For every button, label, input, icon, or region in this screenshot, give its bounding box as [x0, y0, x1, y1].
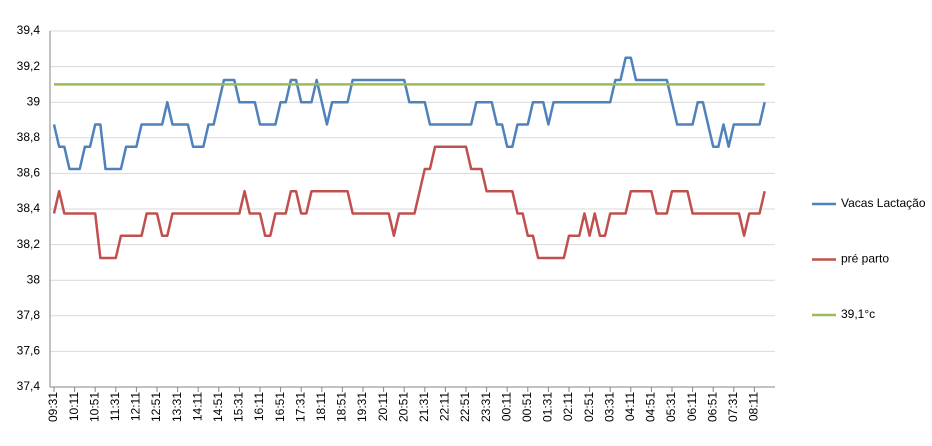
x-tick-label: 22:11: [438, 392, 452, 421]
series-line: [52, 145, 766, 260]
x-tick-label: 05:31: [664, 392, 678, 422]
x-tick-label: 21:31: [417, 392, 431, 422]
x-tick-label: 04:51: [644, 392, 658, 422]
x-tick-label: 12:11: [129, 392, 143, 421]
x-tick-label: 12:51: [149, 392, 163, 422]
y-tick-label: 37,8: [17, 308, 41, 322]
x-tick-label: 09:31: [46, 392, 60, 422]
x-tick-label: 13:31: [170, 392, 184, 422]
x-tick-label: 16:11: [252, 392, 266, 421]
x-tick-label: 07:31: [726, 392, 740, 422]
x-tick-label: 02:51: [582, 392, 596, 422]
x-tick-label: 18:51: [335, 392, 349, 422]
x-tick-label: 06:51: [705, 392, 719, 422]
x-tick-label: 18:11: [314, 392, 328, 421]
y-tick-label: 38: [27, 272, 41, 286]
x-tick-label: 14:11: [190, 392, 204, 421]
series-line: [52, 56, 766, 171]
x-tick-label: 23:31: [479, 392, 493, 422]
x-tick-label: 10:11: [67, 392, 81, 421]
x-tick-label: 03:31: [602, 392, 616, 422]
y-tick-label: 38,4: [17, 201, 41, 215]
x-tick-label: 06:11: [685, 392, 699, 421]
x-tick-label: 16:51: [273, 392, 287, 422]
x-tick-label: 10:51: [87, 392, 101, 422]
legend-label: pré parto: [841, 252, 889, 266]
y-tick-label: 38,6: [17, 166, 41, 180]
x-tick-label: 22:51: [458, 392, 472, 422]
legend-label: Vacas Lactação: [841, 196, 926, 210]
y-tick-label: 38,2: [17, 237, 41, 251]
x-tick-label: 15:31: [232, 392, 246, 422]
y-tick-label: 37,4: [17, 379, 41, 393]
y-tick-label: 38,8: [17, 130, 41, 144]
x-tick-label: 01:31: [541, 392, 555, 422]
x-tick-label: 20:51: [396, 392, 410, 422]
y-tick-label: 39: [27, 94, 41, 108]
x-tick-label: 19:31: [355, 392, 369, 422]
y-tick-label: 39,2: [17, 59, 41, 73]
x-tick-label: 04:11: [623, 392, 637, 421]
x-tick-label: 20:11: [376, 392, 390, 421]
legend-label: 39,1°c: [841, 307, 875, 321]
y-tick-label: 39,4: [17, 23, 41, 37]
x-tick-label: 02:11: [561, 392, 575, 421]
x-tick-label: 08:11: [747, 392, 761, 421]
x-tick-label: 00:51: [520, 392, 534, 422]
x-tick-label: 17:31: [293, 392, 307, 422]
y-tick-label: 37,6: [17, 344, 41, 358]
x-tick-label: 11:31: [108, 392, 122, 421]
x-tick-label: 00:11: [499, 392, 513, 421]
x-tick-label: 14:51: [211, 392, 225, 422]
